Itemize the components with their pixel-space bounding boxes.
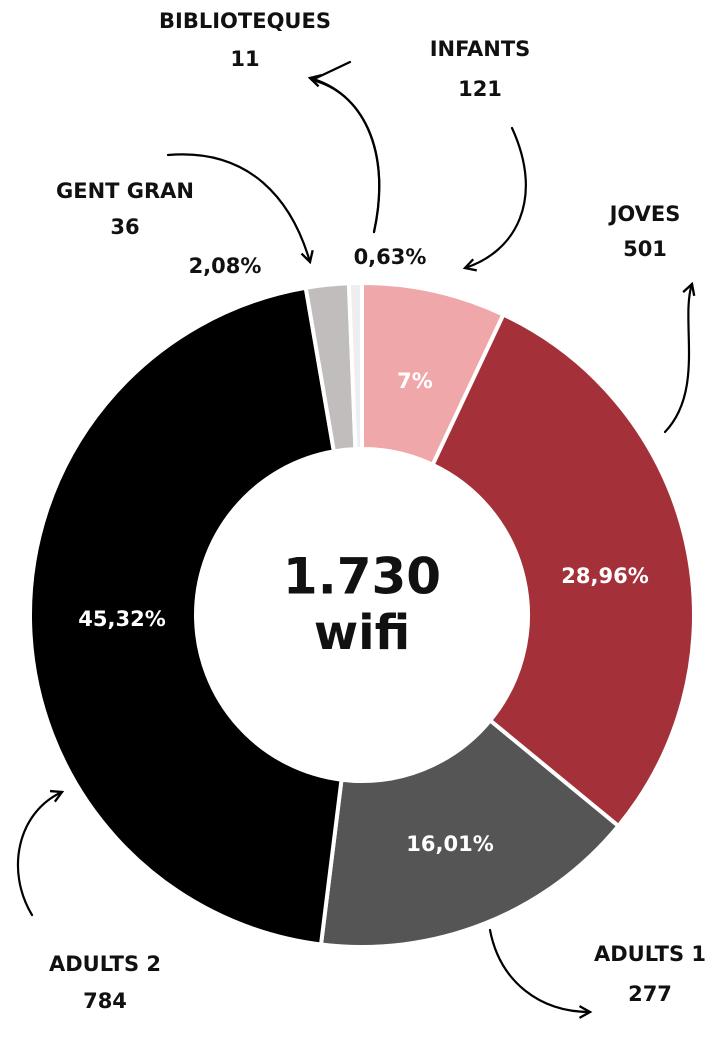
arrow [663, 284, 692, 434]
center-label: 1.730 [283, 548, 441, 606]
value-label: 7% [397, 369, 433, 393]
count-label: 11 [230, 47, 259, 71]
category-label: JOVES [608, 202, 681, 226]
arrow [465, 126, 527, 268]
category-label: ADULTS 1 [594, 942, 706, 966]
value-label: 0,63% [354, 245, 427, 269]
arrow [166, 153, 310, 262]
slice [430, 311, 696, 829]
value-label: 45,32% [78, 607, 165, 631]
arrow [16, 792, 62, 917]
category-label: ADULTS 2 [49, 952, 161, 976]
value-label: 28,96% [561, 564, 648, 588]
center-sublabel: wifi [314, 605, 410, 661]
slice [27, 285, 344, 947]
arrow [488, 928, 590, 1012]
value-label: 16,01% [406, 832, 493, 856]
count-label: 501 [623, 237, 667, 261]
count-label: 36 [110, 215, 139, 239]
value-label: 2,08% [189, 254, 262, 278]
count-label: 784 [83, 989, 127, 1013]
donut [27, 280, 696, 949]
slice [346, 280, 364, 452]
slice [318, 717, 622, 949]
count-label: 277 [628, 982, 672, 1006]
count-label: 121 [458, 77, 502, 101]
category-label: BIBLIOTEQUES [159, 9, 331, 33]
category-label: INFANTS [430, 37, 531, 61]
arrow [310, 60, 381, 234]
category-label: GENT GRAN [56, 179, 194, 203]
arrow [310, 78, 381, 234]
